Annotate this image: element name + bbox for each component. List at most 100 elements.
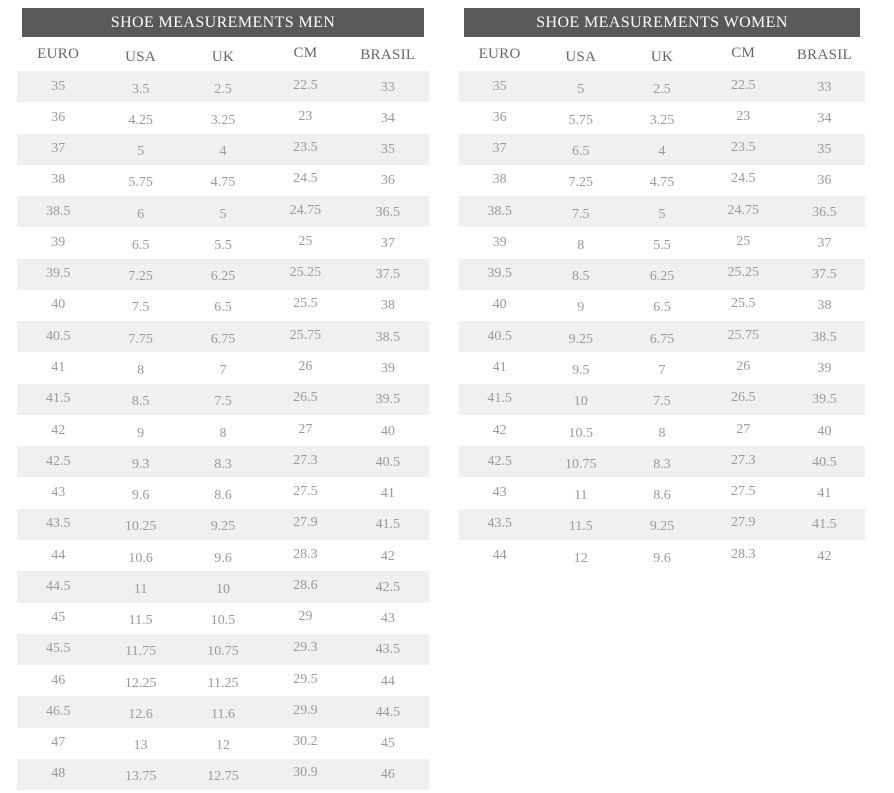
column-header-cm: CM [293,44,318,61]
table-cell: 12.25 [124,675,157,691]
women-table-title: SHOE MEASUREMENTS WOMEN [464,8,860,37]
table-cell: 44 [51,547,66,563]
table-cell: 39 [380,361,395,377]
table-cell: 4 [219,144,227,160]
table-cell: 40 [492,297,507,313]
table-cell: 45.5 [45,641,71,657]
table-cell: 37 [817,235,832,251]
table-cell: 39 [817,361,832,377]
table-cell: 23.5 [293,140,318,156]
table-cell: 27.5 [730,484,756,500]
table-cell: 12 [573,550,588,566]
table-cell: 12 [216,738,231,754]
table-cell: 6.5 [572,144,590,160]
table-cell: 38 [817,298,832,314]
table-cell: 40.5 [812,454,837,470]
table-row: 39 8 5.5 25 37 [459,227,865,258]
table-cell: 28.6 [293,577,318,593]
table-cell: 6.25 [649,269,675,285]
table-cell: 10.6 [128,550,153,566]
table-cell: 38.5 [812,329,837,345]
table-cell: 40.5 [487,328,512,344]
table-cell: 9.6 [214,550,232,566]
table-cell: 27.9 [730,515,756,531]
table-cell: 42 [51,422,66,438]
table-cell: 27.9 [293,515,318,531]
table-cell: 40.5 [45,328,71,344]
table-cell: 10.5 [568,425,594,441]
table-cell: 33 [380,79,395,95]
table-row: 44 12 9.6 28.3 42 [459,540,865,571]
table-cell: 13.75 [124,769,157,785]
table-cell: 45 [51,610,66,626]
table-cell: 46 [51,672,66,688]
table-row: 42.5 9.3 8.3 27.3 40.5 [17,446,429,478]
women-size-table: SHOE MEASUREMENTS WOMEN EURO USA UK CM B… [459,8,865,571]
table-cell: 24.75 [727,202,759,218]
table-cell: 41.5 [375,517,401,533]
table-cell: 41 [817,486,832,502]
table-cell: 5 [219,206,227,222]
table-cell: 28.3 [293,546,318,562]
table-cell: 26.5 [293,390,318,406]
table-cell: 41 [380,486,395,502]
column-header-cm: CM [731,44,756,61]
table-cell: 23 [736,108,751,124]
table-cell: 30.9 [293,765,318,781]
table-cell: 12.6 [128,706,153,722]
table-cell: 8.3 [653,456,671,472]
table-cell: 38.5 [487,203,512,219]
table-row: 43.5 11.5 9.25 27.9 41.5 [459,508,865,540]
table-row: 39.5 8.5 6.25 25.25 37.5 [459,258,865,290]
table-cell: 35 [492,78,507,94]
table-cell: 25.25 [727,265,759,281]
table-cell: 41.5 [487,391,512,407]
table-cell: 36.5 [375,204,401,220]
table-row: 37 6.5 4 23.5 35 [459,133,865,165]
table-cell: 43 [380,611,395,627]
table-cell: 7.5 [214,394,232,410]
table-row: 43 11 8.6 27.5 41 [459,477,865,508]
table-cell: 39 [492,234,507,250]
table-cell: 9.6 [131,488,150,504]
table-cell: 24.5 [293,171,318,187]
table-cell: 46.5 [45,703,71,719]
table-cell: 24.5 [730,171,756,187]
table-cell: 3.25 [649,112,675,128]
table-cell: 2.5 [214,81,232,97]
table-cell: 29.5 [293,671,318,687]
table-body: 35 3.5 2.5 22.5 33 36 4.25 3.25 23 34 37 5 4 23.5 35 38… [17,71,429,791]
table-cell: 8.5 [572,269,590,285]
table-cell: 29.9 [293,702,318,718]
table-cell: 40 [51,297,66,313]
table-row: 41.5 8.5 7.5 26.5 39.5 [17,383,429,415]
table-cell: 44.5 [45,578,71,594]
table-row: 45 11.5 10.5 29 43 [17,603,429,634]
table-cell: 29.3 [293,640,318,656]
table-cell: 33 [817,79,832,95]
table-cell: 8 [137,363,145,379]
table-cell: 7.25 [568,175,594,191]
table-row: 42 10.5 8 27 40 [459,415,865,446]
table-cell: 6.75 [210,331,236,347]
table-cell: 42 [380,548,395,564]
table-cell: 29 [298,609,313,625]
column-header-usa: USA [125,48,157,65]
table-cell: 38 [380,298,395,314]
table-cell: 35 [380,142,395,158]
table-cell: 3.5 [131,81,150,97]
table-cell: 5.5 [653,237,671,253]
table-cell: 7.25 [128,269,153,285]
table-row: 40 7.5 6.5 25.5 38 [17,290,429,321]
table-cell: 26.5 [730,390,756,406]
table-cell: 5.75 [128,175,153,191]
table-cell: 40.5 [375,454,401,470]
table-cell: 6.25 [210,269,236,285]
table-cell: 10 [216,581,231,597]
table-cell: 44.5 [375,704,401,720]
table-cell: 11.5 [128,613,153,629]
table-cell: 25.5 [730,296,756,312]
table-cell: 4 [658,144,666,160]
column-header-uk: UK [650,48,674,65]
table-row: 45.5 11.75 10.75 29.3 43.5 [17,633,429,666]
